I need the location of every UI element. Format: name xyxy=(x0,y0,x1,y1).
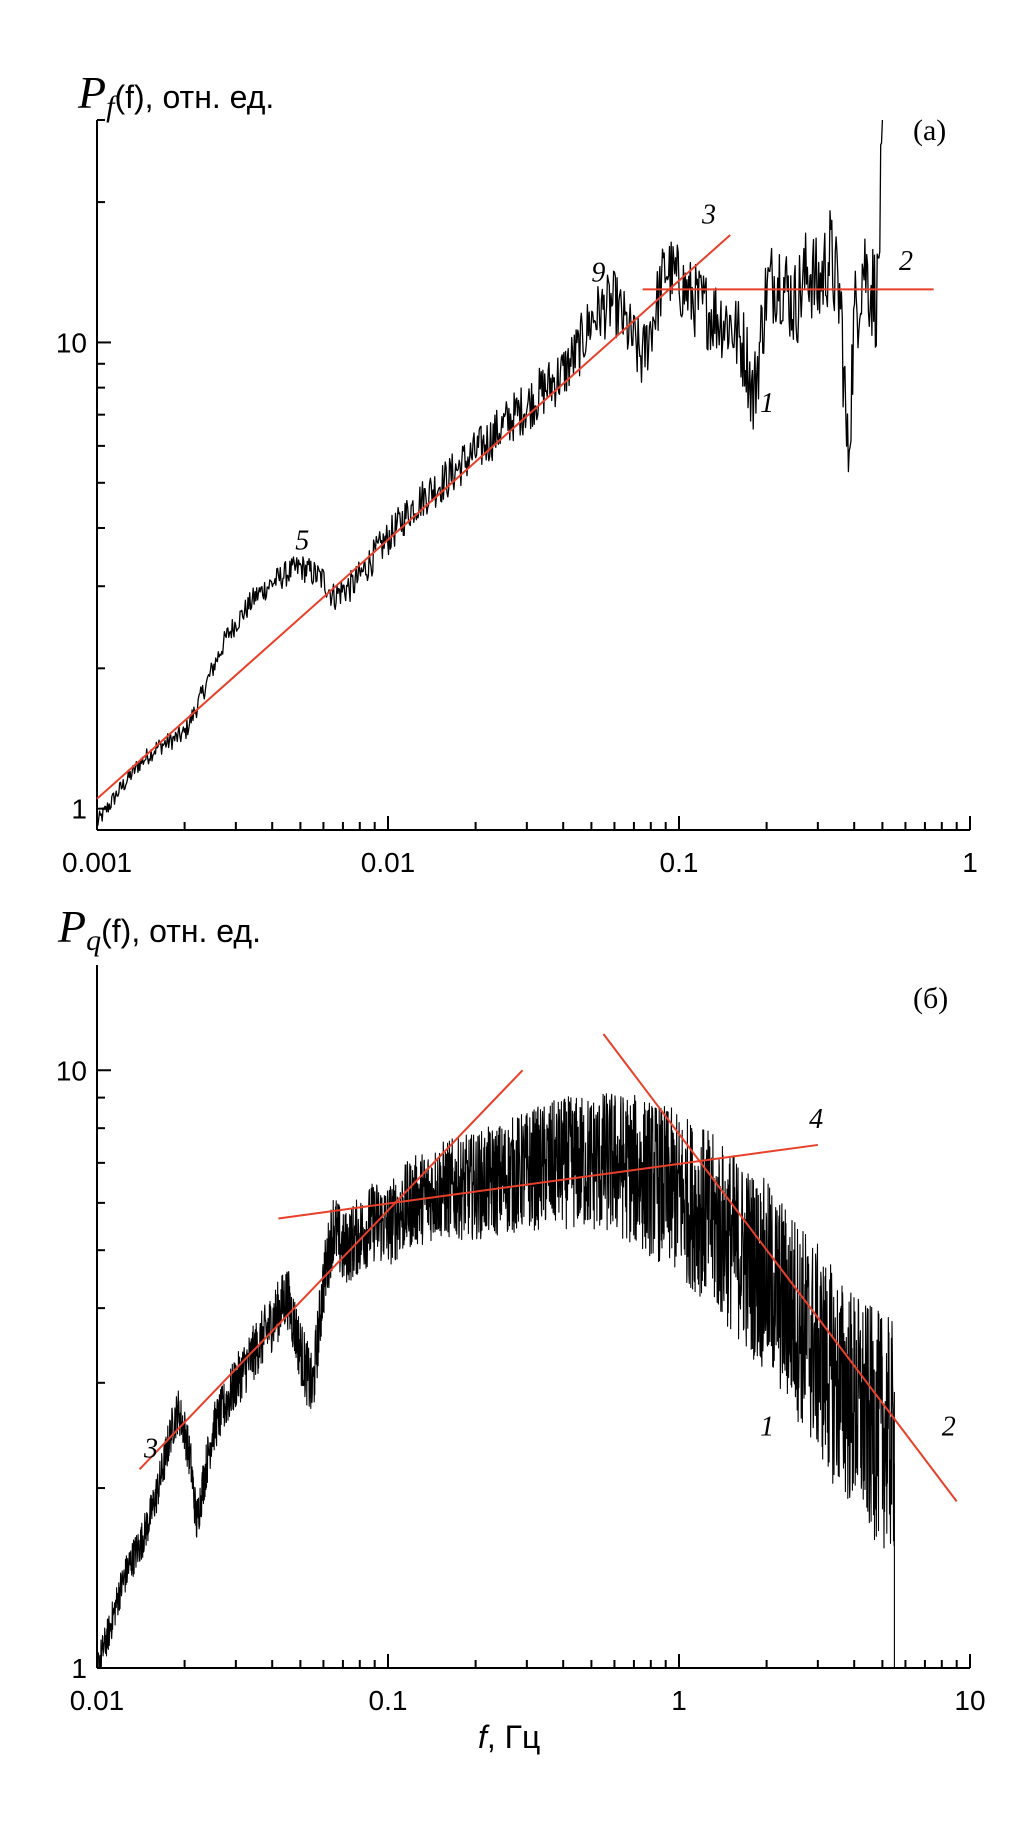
panel-b-xtick-label: 0.01 xyxy=(70,1685,125,1716)
panel-b-annotation: 4 xyxy=(809,1104,823,1135)
panel-b-ytick-label: 1 xyxy=(71,1653,87,1684)
panel-a-ytick-label: 10 xyxy=(56,327,87,358)
panel-b-annotation: 1 xyxy=(760,1411,774,1442)
panel-b-xtick-label: 10 xyxy=(954,1685,985,1716)
panel-a-annotation: 5 xyxy=(295,525,309,556)
panel-b-xlabel-unit: , Гц xyxy=(487,1719,540,1755)
panel-a-ylabel: Pf(f), отн. ед. xyxy=(77,67,274,123)
panel-b-xlabel: f, Гц xyxy=(478,1719,540,1755)
panel-b-ylabel: Pq(f), отн. ед. xyxy=(57,901,261,957)
panel-a-ylabel-unit: , отн. ед. xyxy=(145,79,275,115)
panel-b-xtick-label: 1 xyxy=(671,1685,687,1716)
series-2-fit-line xyxy=(602,1033,958,1502)
panel-a-xtick-label: 1 xyxy=(962,847,978,878)
series-1-curve xyxy=(96,119,884,826)
panel-a-ylabel-symbol: P xyxy=(77,67,106,118)
panel-a-ylabel-arg: (f) xyxy=(114,79,144,115)
panel-b-ticks xyxy=(96,1069,971,1669)
series-3-fit-line xyxy=(96,234,731,800)
panel-a-annotation: 2 xyxy=(899,246,913,277)
panel-a-xtick-label: 0.001 xyxy=(62,847,132,878)
panel-b-annotations: 1 2 3 4 xyxy=(143,1104,956,1464)
panel-b-annotation: 2 xyxy=(942,1411,956,1442)
panel-b-ylabel-subscript: q xyxy=(86,924,101,957)
panel-b-xtick-label: 0.1 xyxy=(369,1685,408,1716)
panel-a-ticks xyxy=(96,119,971,831)
panel-a-annotations: 1 2 3 5 9 xyxy=(295,199,913,556)
series-4-fit-line xyxy=(278,1143,818,1220)
panel-a-ytick-label: 1 xyxy=(71,794,87,825)
panel-a-annotation: 3 xyxy=(701,199,716,230)
panel-a-xtick-label: 0.01 xyxy=(361,847,416,878)
panel-b-ticklabels: 0.01 0.1 1 10 1 10 xyxy=(56,1055,986,1716)
panel-a-series xyxy=(96,119,934,826)
panel-b-label: (б) xyxy=(913,982,948,1015)
panel-b-ylabel-arg: (f) xyxy=(101,913,131,949)
series-1-curve xyxy=(96,1093,895,1669)
panel-a: Pf(f), отн. ед. (a) 0.001 0.01 0.1 1 1 1… xyxy=(56,67,978,878)
series-3-fit-line xyxy=(138,1069,524,1470)
panel-b-series xyxy=(96,1033,958,1669)
panel-a-annotation: 1 xyxy=(760,388,774,419)
panel-b-annotation: 3 xyxy=(143,1433,158,1464)
panel-b-ylabel-unit: , отн. ед. xyxy=(131,913,261,949)
panel-a-ticklabels: 0.001 0.01 0.1 1 1 10 xyxy=(56,327,978,878)
panel-a-annotation: 9 xyxy=(591,258,605,289)
panel-b-ylabel-symbol: P xyxy=(57,901,86,952)
panel-b: Pq(f), отн. ед. (б) 0.01 0.1 1 10 1 10 1… xyxy=(56,901,986,1755)
panel-a-label: (a) xyxy=(913,114,946,147)
panel-b-ytick-label: 10 xyxy=(56,1055,87,1086)
panel-a-xtick-label: 0.1 xyxy=(660,847,699,878)
